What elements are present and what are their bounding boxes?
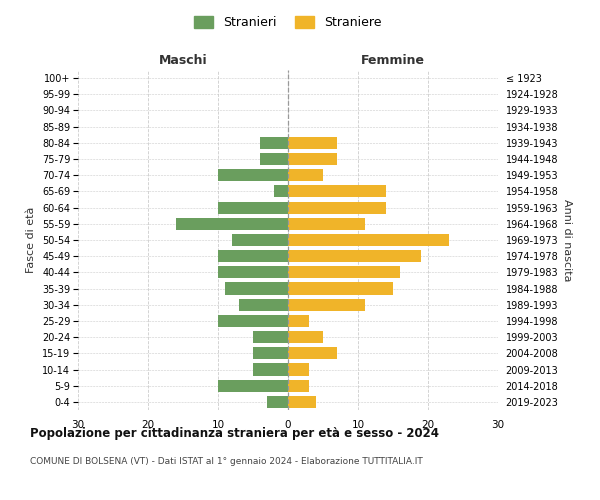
Bar [260, 153, 288, 165]
Bar [253, 364, 288, 376]
Bar [232, 234, 288, 246]
Text: Popolazione per cittadinanza straniera per età e sesso - 2024: Popolazione per cittadinanza straniera p… [30, 428, 439, 440]
Bar [176, 218, 288, 230]
Bar [288, 380, 309, 392]
Bar [260, 137, 288, 149]
Bar [288, 315, 309, 327]
Y-axis label: Anni di nascita: Anni di nascita [562, 198, 572, 281]
Bar [267, 396, 288, 408]
Legend: Stranieri, Straniere: Stranieri, Straniere [190, 11, 386, 34]
Bar [288, 396, 316, 408]
Bar [239, 298, 288, 311]
Bar [288, 364, 309, 376]
Bar [225, 282, 288, 294]
Bar [288, 153, 337, 165]
Bar [288, 282, 393, 294]
Bar [288, 298, 365, 311]
Text: COMUNE DI BOLSENA (VT) - Dati ISTAT al 1° gennaio 2024 - Elaborazione TUTTITALIA: COMUNE DI BOLSENA (VT) - Dati ISTAT al 1… [30, 458, 423, 466]
Bar [288, 218, 365, 230]
Bar [218, 380, 288, 392]
Bar [288, 266, 400, 278]
Bar [253, 348, 288, 360]
Bar [288, 137, 337, 149]
Bar [288, 331, 323, 343]
Bar [253, 331, 288, 343]
Bar [218, 169, 288, 181]
Bar [288, 169, 323, 181]
Bar [218, 250, 288, 262]
Bar [288, 234, 449, 246]
Bar [288, 348, 337, 360]
Bar [288, 250, 421, 262]
Text: Femmine: Femmine [361, 54, 425, 67]
Bar [218, 266, 288, 278]
Y-axis label: Fasce di età: Fasce di età [26, 207, 37, 273]
Bar [274, 186, 288, 198]
Bar [218, 202, 288, 213]
Bar [218, 315, 288, 327]
Bar [288, 202, 386, 213]
Text: Maschi: Maschi [158, 54, 208, 67]
Bar [288, 186, 386, 198]
